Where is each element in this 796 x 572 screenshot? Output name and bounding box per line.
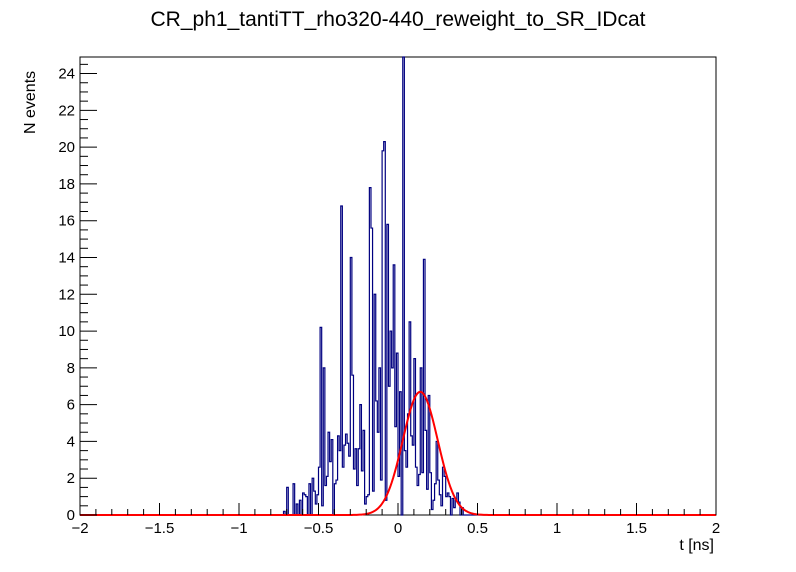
x-tick-label: 2 xyxy=(712,520,720,537)
y-tick-label: 8 xyxy=(67,360,75,377)
x-tick-label: 1 xyxy=(553,520,561,537)
chart-title: CR_ph1_tantiTT_rho320-440_reweight_to_SR… xyxy=(150,8,646,31)
x-tick-label: 0 xyxy=(394,520,402,537)
y-tick-label: 12 xyxy=(58,286,75,303)
y-tick-label: 20 xyxy=(58,139,75,156)
y-tick-label: 22 xyxy=(58,102,75,119)
y-tick-label: 18 xyxy=(58,176,75,193)
x-tick-label: −2 xyxy=(71,520,88,537)
y-tick-label: 0 xyxy=(67,507,75,524)
histogram-series xyxy=(80,56,716,516)
x-axis-label: t [ns] xyxy=(679,537,714,554)
y-tick-label: 2 xyxy=(67,470,75,487)
y-tick-label: 16 xyxy=(58,213,75,230)
x-tick-label: 1.5 xyxy=(626,520,647,537)
y-tick-label: 6 xyxy=(67,397,75,414)
y-tick-label: 14 xyxy=(58,249,75,266)
x-tick-label: 0.5 xyxy=(467,520,488,537)
y-tick-label: 4 xyxy=(67,433,75,450)
y-tick-label: 24 xyxy=(58,66,75,83)
y-tick-label: 10 xyxy=(58,323,75,340)
x-tick-label: −0.5 xyxy=(304,520,334,537)
y-axis-label: N events xyxy=(22,70,39,134)
gaussian-fit-curve xyxy=(80,390,716,516)
x-tick-label: −1 xyxy=(230,520,247,537)
x-tick-label: −1.5 xyxy=(145,520,175,537)
